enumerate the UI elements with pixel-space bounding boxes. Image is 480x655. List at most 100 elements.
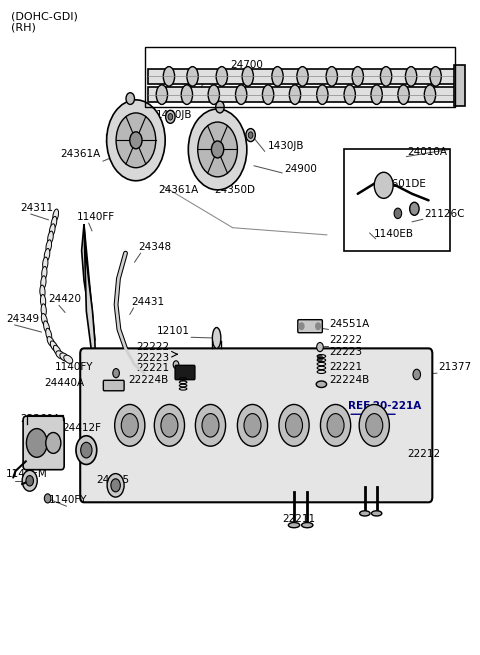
Text: 24412F: 24412F [63, 423, 102, 433]
Circle shape [248, 132, 253, 138]
Ellipse shape [53, 209, 59, 221]
Text: 21377: 21377 [438, 362, 471, 372]
Circle shape [279, 404, 309, 446]
Circle shape [76, 436, 97, 464]
Bar [148, 69, 457, 84]
Text: 22212: 22212 [408, 449, 441, 459]
Circle shape [26, 428, 47, 457]
Ellipse shape [44, 248, 50, 261]
Text: 24355: 24355 [96, 476, 129, 485]
Text: 24311: 24311 [20, 202, 53, 213]
Circle shape [168, 113, 173, 120]
Circle shape [244, 413, 261, 437]
Circle shape [299, 323, 304, 329]
Ellipse shape [297, 67, 308, 86]
Circle shape [366, 413, 383, 437]
Text: 1140EB: 1140EB [374, 229, 414, 239]
Text: 24010A: 24010A [408, 147, 447, 157]
Text: 1140FY: 1140FY [55, 362, 94, 372]
Ellipse shape [430, 67, 441, 86]
Text: 24551A: 24551A [329, 320, 370, 329]
Ellipse shape [272, 67, 283, 86]
Text: 22221: 22221 [329, 362, 362, 372]
Ellipse shape [381, 67, 392, 86]
Ellipse shape [398, 85, 409, 104]
Text: 22223: 22223 [329, 347, 362, 357]
Circle shape [46, 432, 61, 453]
Circle shape [188, 109, 247, 190]
Circle shape [317, 343, 324, 352]
FancyBboxPatch shape [23, 416, 64, 470]
Ellipse shape [352, 67, 363, 86]
Circle shape [173, 361, 179, 369]
Ellipse shape [46, 240, 51, 253]
Ellipse shape [288, 523, 300, 528]
Ellipse shape [163, 67, 175, 86]
Polygon shape [82, 225, 95, 341]
Circle shape [216, 101, 224, 113]
Circle shape [198, 122, 238, 177]
Circle shape [318, 355, 323, 362]
Text: 1140FY: 1140FY [48, 495, 87, 505]
Ellipse shape [242, 67, 253, 86]
Circle shape [26, 476, 34, 486]
Text: 24361A: 24361A [60, 149, 100, 159]
Circle shape [166, 110, 175, 123]
Text: 24900: 24900 [285, 164, 317, 174]
Circle shape [327, 413, 344, 437]
Ellipse shape [289, 85, 300, 104]
Text: 24431: 24431 [131, 297, 164, 307]
Ellipse shape [50, 341, 58, 352]
Circle shape [44, 494, 51, 503]
Ellipse shape [317, 85, 328, 104]
Text: REF.20-221A: REF.20-221A [348, 401, 421, 411]
Circle shape [116, 113, 156, 168]
Ellipse shape [344, 85, 355, 104]
Circle shape [394, 208, 402, 219]
Ellipse shape [60, 353, 69, 361]
Ellipse shape [64, 355, 73, 364]
Circle shape [321, 404, 351, 446]
Circle shape [81, 442, 92, 458]
Ellipse shape [56, 351, 65, 359]
Text: 22222: 22222 [136, 343, 169, 352]
Text: (DOHC-GDI)
(RH): (DOHC-GDI) (RH) [11, 11, 78, 33]
Text: 24348: 24348 [138, 242, 171, 252]
Text: 24361A: 24361A [158, 185, 199, 195]
Ellipse shape [44, 321, 49, 333]
Text: 22221: 22221 [136, 363, 169, 373]
Text: 1430JB: 1430JB [156, 110, 192, 120]
Text: 24349: 24349 [6, 314, 39, 324]
Circle shape [22, 470, 37, 491]
Ellipse shape [46, 328, 52, 341]
Circle shape [111, 479, 120, 492]
Ellipse shape [263, 85, 274, 104]
Ellipse shape [156, 85, 168, 104]
Ellipse shape [51, 216, 57, 229]
Circle shape [126, 93, 134, 104]
Ellipse shape [236, 85, 247, 104]
Polygon shape [84, 225, 96, 367]
Text: 1140EM: 1140EM [6, 470, 48, 479]
Ellipse shape [360, 511, 370, 516]
Text: 24350D: 24350D [215, 185, 256, 195]
Circle shape [211, 141, 224, 158]
Ellipse shape [212, 328, 221, 348]
Text: 24440A: 24440A [44, 377, 84, 388]
Ellipse shape [316, 381, 326, 388]
Bar [145, 47, 455, 107]
Text: 12101: 12101 [157, 326, 190, 336]
Text: 24700: 24700 [230, 60, 263, 70]
Circle shape [246, 128, 255, 141]
Ellipse shape [42, 267, 47, 280]
Ellipse shape [40, 285, 45, 298]
Ellipse shape [49, 224, 55, 236]
Ellipse shape [424, 85, 436, 104]
FancyBboxPatch shape [298, 320, 323, 333]
Circle shape [154, 404, 184, 446]
Circle shape [107, 474, 124, 497]
Ellipse shape [208, 85, 219, 104]
Text: 22224B: 22224B [129, 375, 169, 385]
Ellipse shape [326, 67, 337, 86]
Circle shape [107, 100, 165, 181]
